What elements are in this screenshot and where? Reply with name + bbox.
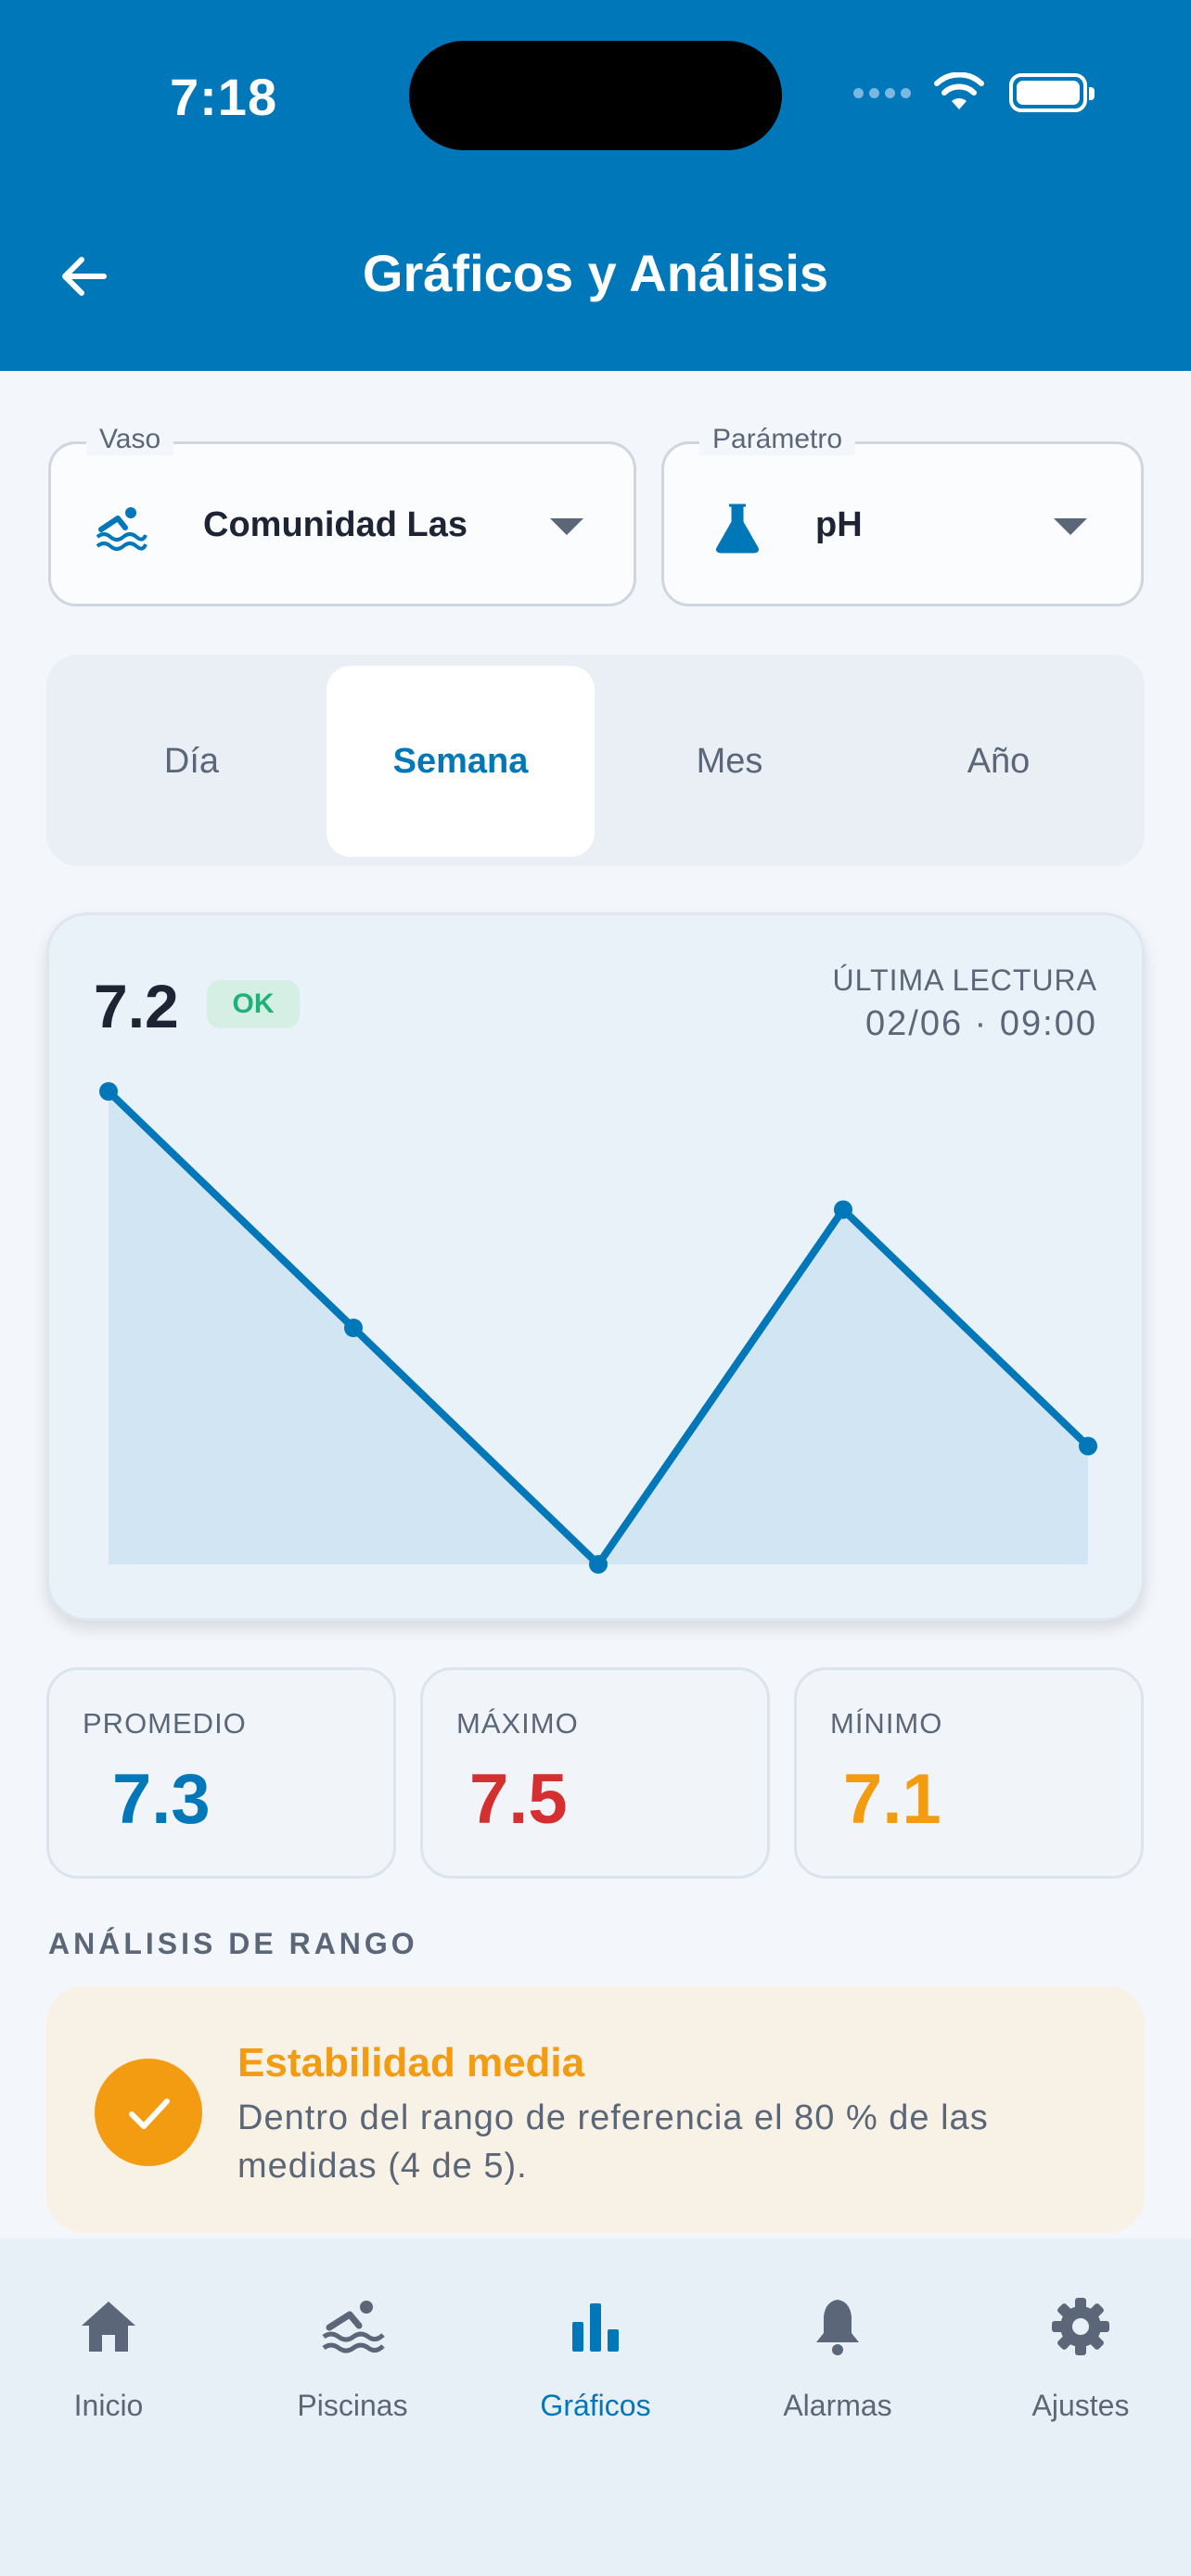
- last-reading-label: ÚLTIMA LECTURA: [832, 963, 1097, 997]
- nav-ajustes[interactable]: Ajustes: [979, 2294, 1183, 2423]
- nav-alarmas[interactable]: Alarmas: [736, 2294, 940, 2423]
- parametro-select-value: pH: [815, 505, 863, 544]
- chart-point-1[interactable]: [99, 1082, 118, 1101]
- tab-mes[interactable]: Mes: [696, 741, 763, 781]
- chart-point-5[interactable]: [1079, 1436, 1097, 1456]
- analysis-text: Dentro del rango de referencia el 80 % d…: [237, 2098, 989, 2186]
- stat-average-label: PROMEDIO: [83, 1707, 247, 1740]
- nav-inicio[interactable]: Inicio: [6, 2294, 211, 2423]
- bar-chart-icon: [572, 2303, 619, 2352]
- chart-point-4[interactable]: [834, 1200, 852, 1219]
- nav-label: Ajustes: [1031, 2389, 1130, 2422]
- app-header: 7:18 Gráficos y Análisis: [0, 0, 1191, 371]
- stat-max: MÁXIMO 7.5: [420, 1667, 770, 1879]
- check-icon: [95, 2059, 202, 2166]
- flask-icon: [716, 504, 759, 554]
- status-time: 7:18: [170, 68, 278, 126]
- nav-label: Alarmas: [783, 2389, 892, 2422]
- swimmer-icon: [322, 2301, 385, 2353]
- vaso-select-label: Vaso: [86, 424, 174, 455]
- parametro-select[interactable]: Parámetro pH: [661, 424, 1144, 606]
- tab-ano[interactable]: Año: [967, 741, 1031, 781]
- page-title: Gráficos y Análisis: [362, 244, 829, 302]
- last-reading-value: 02/06 · 09:00: [865, 1004, 1097, 1043]
- back-button[interactable]: [54, 247, 113, 306]
- range-analysis-card: Estabilidad media Dentro del rango de re…: [46, 1986, 1145, 2233]
- dynamic-island: [409, 41, 782, 150]
- nav-label: Piscinas: [297, 2389, 408, 2422]
- nav-label: Gráficos: [540, 2389, 651, 2422]
- chart-area: [109, 1091, 1088, 1564]
- vaso-select-value: Comunidad Las: [203, 505, 468, 544]
- current-value: 7.2: [94, 972, 179, 1040]
- gear-icon: [1052, 2298, 1109, 2355]
- chart-point-3[interactable]: [589, 1555, 608, 1574]
- stat-min-label: MÍNIMO: [830, 1707, 943, 1740]
- swimmer-icon: [96, 507, 147, 551]
- chevron-down-icon: [1054, 518, 1087, 535]
- bottom-nav: Inicio Piscinas Gráficos Alarmas: [0, 2238, 1191, 2576]
- bell-icon: [816, 2300, 859, 2355]
- nav-piscinas[interactable]: Piscinas: [250, 2294, 455, 2423]
- chart-card: 7.2 OK ÚLTIMA LECTURA 02/06 · 09:00: [46, 912, 1145, 1621]
- signal-icon: [853, 87, 911, 98]
- section-title: ANÁLISIS DE RANGO: [48, 1927, 418, 1960]
- home-icon: [82, 2302, 135, 2352]
- period-segmented-control: Día Semana Mes Año: [46, 655, 1145, 866]
- stat-average: PROMEDIO 7.3: [46, 1667, 396, 1879]
- status-icons: [853, 72, 1095, 113]
- wifi-icon: [934, 72, 984, 109]
- analysis-title: Estabilidad media: [237, 2040, 585, 2085]
- vaso-select[interactable]: Vaso Comunidad Las: [48, 424, 636, 606]
- nav-label: Inicio: [73, 2389, 144, 2422]
- tab-dia[interactable]: Día: [163, 741, 220, 781]
- tab-semana[interactable]: Semana: [327, 666, 595, 857]
- chart-point-2[interactable]: [344, 1319, 363, 1337]
- stat-max-value: 7.5: [469, 1760, 568, 1839]
- stat-min: MÍNIMO 7.1: [794, 1667, 1144, 1879]
- nav-graficos[interactable]: Gráficos: [493, 2294, 698, 2423]
- parametro-select-label: Parámetro: [699, 424, 856, 455]
- stat-min-value: 7.1: [843, 1760, 941, 1839]
- stat-max-label: MÁXIMO: [456, 1707, 579, 1740]
- chevron-down-icon: [550, 518, 583, 535]
- stat-average-value: 7.3: [112, 1760, 211, 1839]
- status-badge: OK: [207, 980, 300, 1028]
- ph-line-chart: [99, 1082, 1097, 1574]
- battery-icon: [1009, 73, 1095, 112]
